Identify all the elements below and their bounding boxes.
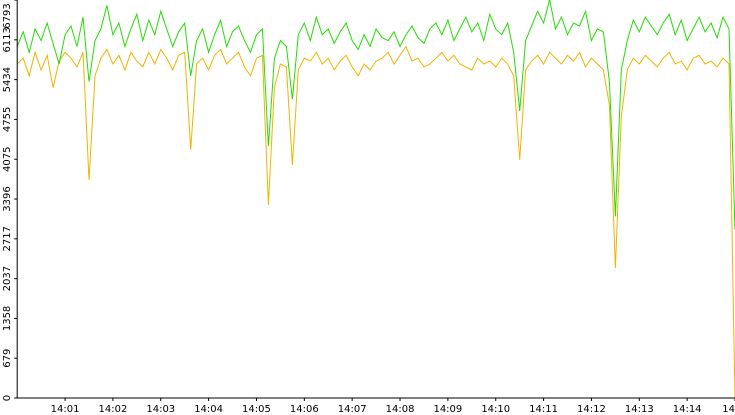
x-tick-label: 14:04	[194, 404, 223, 415]
y-tick-label: 3396	[2, 186, 13, 211]
y-tick-label: 4755	[2, 107, 13, 132]
x-tick-label: 14:05	[242, 404, 271, 415]
x-tick-label: 14	[722, 404, 735, 415]
y-tick-label: 5434	[2, 67, 13, 92]
x-tick-label: 14:13	[625, 404, 654, 415]
x-tick-label: 14:11	[529, 404, 558, 415]
x-tick-label: 14:01	[51, 404, 80, 415]
x-tick-label: 14:06	[290, 404, 319, 415]
x-tick-label: 14:12	[577, 404, 606, 415]
y-tick-label: 4075	[2, 147, 13, 172]
x-tick-label: 14:03	[146, 404, 175, 415]
y-tick-label: 6793	[2, 3, 13, 28]
x-tick-label: 14:14	[673, 404, 702, 415]
x-tick-label: 14:07	[338, 404, 367, 415]
x-tick-label: 14:02	[98, 404, 127, 415]
y-tick-label: 0	[2, 395, 13, 401]
y-tick-label: 1358	[2, 306, 13, 331]
y-tick-label: 6113	[2, 27, 13, 52]
y-tick-label: 679	[2, 349, 13, 368]
x-tick-label: 14:09	[433, 404, 462, 415]
y-tick-label: 2037	[2, 266, 13, 291]
series-line	[16, 0, 735, 230]
series-line	[16, 45, 735, 399]
x-tick-label: 14:10	[481, 404, 510, 415]
y-tick-label: 2717	[2, 226, 13, 251]
x-tick-label: 14:08	[386, 404, 415, 415]
